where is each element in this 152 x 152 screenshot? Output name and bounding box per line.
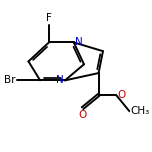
Text: O: O (118, 90, 126, 100)
Text: F: F (46, 13, 52, 23)
Text: N: N (56, 75, 64, 85)
Text: O: O (78, 110, 87, 120)
Text: N: N (75, 37, 83, 47)
Text: Br: Br (4, 75, 15, 85)
Text: CH₃: CH₃ (131, 106, 150, 116)
